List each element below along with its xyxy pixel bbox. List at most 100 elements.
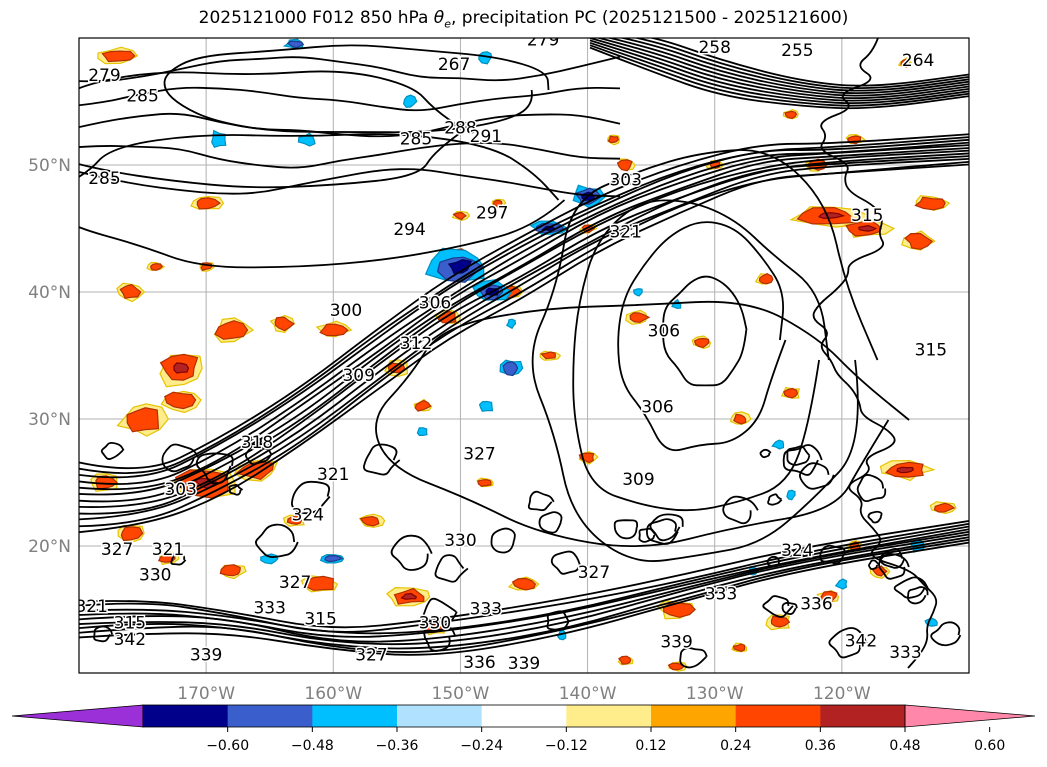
precip-cell xyxy=(914,196,946,211)
theta-e-contour xyxy=(390,534,433,571)
contour-label: 315 xyxy=(851,206,883,226)
contour-label: 318 xyxy=(241,433,273,453)
colorbar-segments xyxy=(11,704,1036,728)
title-prefix: 2025121000 F012 850 hPa xyxy=(198,8,429,28)
contour-label: 330 xyxy=(444,531,476,551)
precip-cell xyxy=(786,489,796,501)
theta-e-contour xyxy=(79,141,969,485)
precip-cell xyxy=(900,58,910,68)
precip-cell xyxy=(173,362,190,374)
contour-label: 333 xyxy=(889,643,921,663)
precip-cell xyxy=(119,283,142,299)
contour-label: 327 xyxy=(463,445,495,465)
precip-cell xyxy=(834,578,848,590)
contour-label: 339 xyxy=(660,633,692,653)
contour-label: 333 xyxy=(705,584,737,604)
precip-cell xyxy=(219,564,241,577)
contour-label: 315 xyxy=(915,341,947,361)
precip-cell xyxy=(770,615,791,628)
contour-label: 321 xyxy=(75,597,107,617)
theta-e-contour xyxy=(595,38,969,97)
lat-tick-label: 20°N xyxy=(28,537,71,557)
precip-cell xyxy=(477,479,492,487)
theta-e-contour xyxy=(633,38,969,90)
title-suffix: , precipitation PC (2025121500 - 2025121… xyxy=(450,8,849,28)
contour-label: 336 xyxy=(463,653,495,673)
precip-cell xyxy=(818,212,846,220)
precip-cell xyxy=(784,110,798,120)
theta-e-contour xyxy=(79,138,969,479)
contour-label: 327 xyxy=(101,540,133,560)
contour-label: 264 xyxy=(902,51,934,71)
precip-cell xyxy=(607,135,619,143)
theta-e-contour xyxy=(606,38,969,95)
precip-cell xyxy=(733,413,747,425)
precip-cell xyxy=(400,592,417,600)
theta-e-contour xyxy=(793,548,806,558)
theta-e-contour xyxy=(589,46,969,110)
precip-cell xyxy=(126,407,160,433)
precip-cell xyxy=(359,515,380,527)
theta-e-contour xyxy=(907,586,929,605)
colorbar-over-arrow xyxy=(904,704,1036,728)
theta-e-contour xyxy=(679,647,708,669)
theta-e-contour xyxy=(546,610,570,631)
precip-cell xyxy=(196,197,221,210)
precip-cell xyxy=(896,466,915,474)
precip-cell xyxy=(492,199,503,208)
chart-title: 2025121000 F012 850 hPa θe, precipitatio… xyxy=(0,8,1047,30)
colorbar-segment xyxy=(481,705,567,727)
theta-e-contour xyxy=(722,495,759,525)
theta-e-contour xyxy=(79,55,621,83)
theta-e-contour xyxy=(589,39,969,102)
theta-e-contour xyxy=(79,157,969,521)
contour-label: 324 xyxy=(781,541,813,561)
plot-frame xyxy=(78,37,970,674)
precip-cell xyxy=(618,655,632,665)
theta-e-contour xyxy=(79,149,969,503)
theta-e-contour xyxy=(79,525,969,635)
theta-e-contour xyxy=(79,541,969,656)
theta-e-contour xyxy=(867,510,883,524)
contour-label: 327 xyxy=(355,645,387,665)
theta-e-contour xyxy=(248,435,263,446)
lat-tick-label: 40°N xyxy=(28,283,71,303)
theta-e-contour xyxy=(767,493,783,506)
contour-label: 255 xyxy=(781,41,813,61)
precip-cell xyxy=(667,662,685,671)
theta-e-contour xyxy=(646,518,679,545)
precip-cell xyxy=(758,273,774,285)
theta-e-contours xyxy=(79,38,969,669)
theta-e-contour xyxy=(527,490,555,512)
theta-e-contour xyxy=(759,448,772,459)
theta-e-contour xyxy=(868,559,880,571)
axis-tick-labels: 170°W 160°W 150°W 140°W 130°W 120°W 50°N 40°N 30… xyxy=(28,156,871,704)
theta-e-contour xyxy=(375,300,910,548)
precip-cell xyxy=(904,232,934,250)
contour-label: 327 xyxy=(279,573,311,593)
theta-e-contour xyxy=(79,538,969,653)
theta-e-contour xyxy=(255,523,299,558)
theta-e-contour xyxy=(819,544,846,565)
precip-cell xyxy=(452,211,468,221)
contour-label: 327 xyxy=(578,563,610,583)
contour-label: 303 xyxy=(609,170,641,190)
theta-e-contour xyxy=(812,38,938,669)
theta-e-contour xyxy=(79,155,969,515)
contour-label: 321 xyxy=(609,222,641,242)
theta-e-contour xyxy=(291,480,331,515)
lon-tick-label: 120°W xyxy=(813,684,871,704)
colorbar-frame xyxy=(142,704,906,728)
theta-e-contour xyxy=(170,554,187,566)
precip-cell xyxy=(274,316,295,332)
contour-label: 336 xyxy=(800,595,832,615)
contour-label: 297 xyxy=(476,203,508,223)
precip-cell xyxy=(414,399,432,412)
theta-e-contour xyxy=(799,462,835,490)
theta-e-contour xyxy=(856,474,887,503)
contour-label: 342 xyxy=(114,630,146,650)
contour-label: 315 xyxy=(114,614,146,634)
precip-cell xyxy=(478,51,493,65)
contour-label: 285 xyxy=(88,169,120,189)
